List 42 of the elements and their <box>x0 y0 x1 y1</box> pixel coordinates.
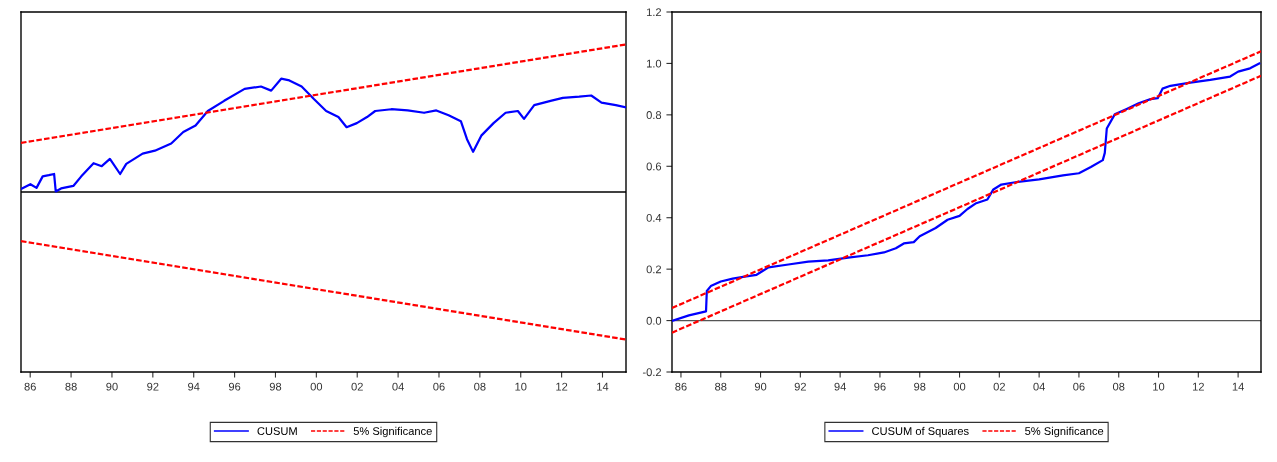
x-tick-label: 00 <box>953 382 966 391</box>
y-tick-label: 1.2 <box>646 8 662 17</box>
x-tick-label: 86 <box>24 382 36 391</box>
x-tick-label: 14 <box>1232 382 1244 391</box>
legend-label: 5% Significance <box>1025 426 1104 438</box>
y-tick-label: 0.0 <box>646 316 662 325</box>
y-tick-label: 1.0 <box>646 59 662 68</box>
x-tick-label: 94 <box>834 382 846 391</box>
x-tick-label: 06 <box>1073 382 1085 391</box>
x-tick-label: 86 <box>675 382 687 391</box>
x-tick-label: 98 <box>914 382 926 391</box>
x-tick-label: 96 <box>874 382 886 391</box>
x-tick-label: 88 <box>65 382 77 391</box>
x-tick-label: 88 <box>715 382 727 391</box>
x-tick-label: 06 <box>433 382 445 391</box>
x-tick-label: 08 <box>1112 382 1125 391</box>
legend-label: CUSUM <box>257 427 297 436</box>
x-tick-label: 04 <box>1033 382 1045 391</box>
x-tick-label: 98 <box>269 382 282 391</box>
y-tick-label: 0.8 <box>646 111 662 119</box>
x-tick-label: 92 <box>794 382 806 391</box>
x-tick-label: 10 <box>515 382 527 391</box>
y-tick-label: 0.2 <box>646 265 662 274</box>
x-tick-label: 90 <box>754 382 767 391</box>
x-tick-label: 92 <box>147 382 159 391</box>
y-tick-label: 0.6 <box>646 162 662 171</box>
x-tick-label: 14 <box>597 382 609 391</box>
x-tick-label: 02 <box>993 382 1005 391</box>
x-tick-label: 10 <box>1153 382 1165 391</box>
x-tick-label: 90 <box>106 382 118 391</box>
x-tick-label: 08 <box>474 382 486 391</box>
x-tick-label: 94 <box>188 382 200 391</box>
legend-label: CUSUM of Squares <box>872 426 969 438</box>
x-tick-label: 12 <box>1192 382 1204 391</box>
x-tick-label: 04 <box>392 382 404 391</box>
legend-label: 5% Significance <box>353 426 432 438</box>
y-tick-label: 0.4 <box>646 213 662 222</box>
x-tick-label: 12 <box>556 382 568 391</box>
x-tick-label: 96 <box>228 382 241 391</box>
x-tick-label: 02 <box>351 382 363 391</box>
y-tick-label: -0.2 <box>642 368 662 377</box>
x-tick-label: 00 <box>310 382 323 391</box>
